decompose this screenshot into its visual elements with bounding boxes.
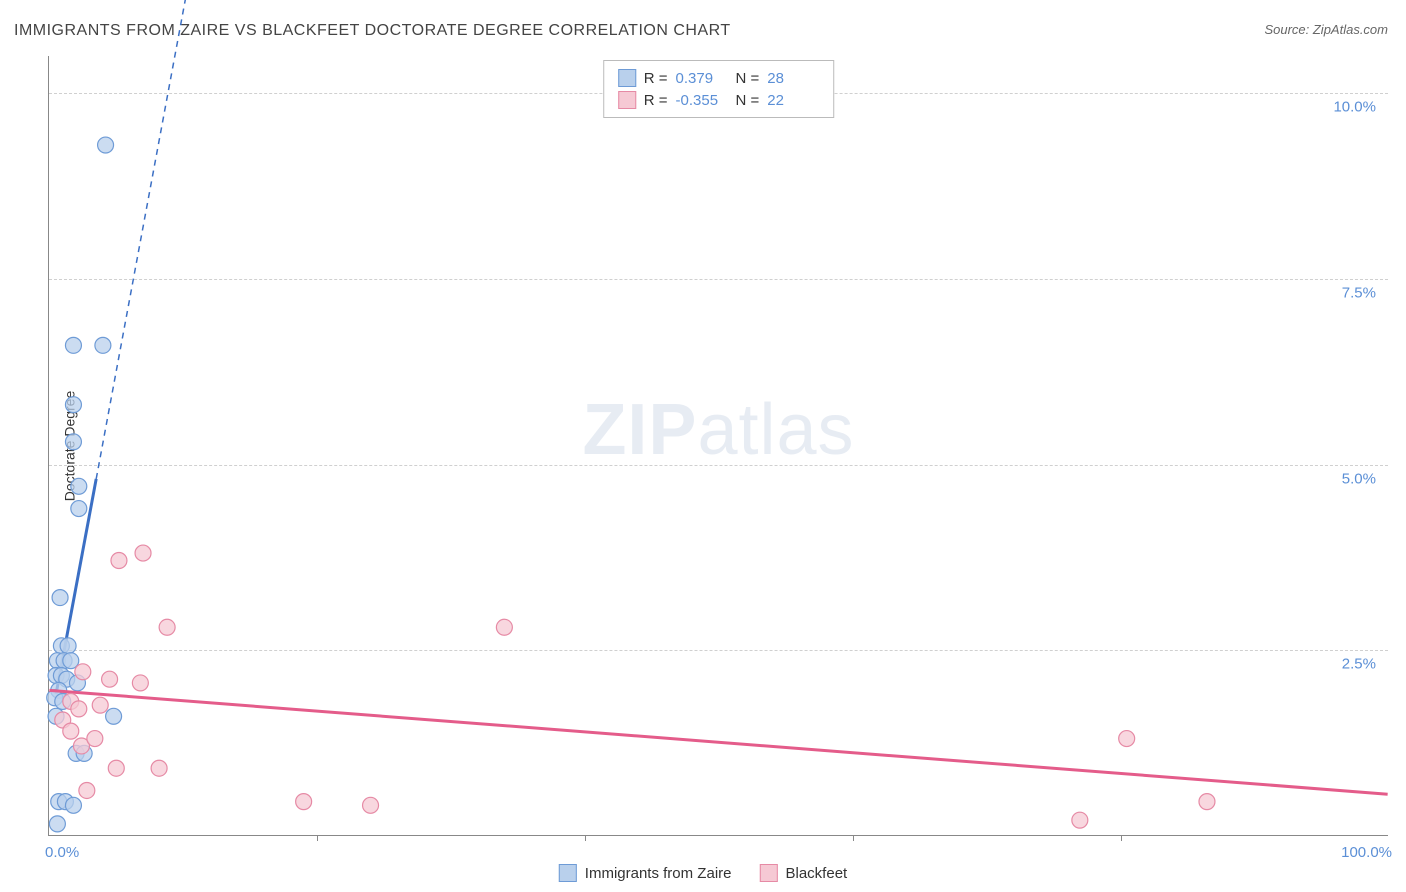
x-tick-max: 100.0% — [1341, 844, 1392, 861]
data-point — [135, 545, 151, 561]
swatch-zaire — [618, 69, 636, 87]
series-legend: Immigrants from Zaire Blackfeet — [559, 864, 847, 882]
data-point — [65, 337, 81, 353]
r-value-blackfeet: -0.355 — [676, 92, 728, 109]
n-value-blackfeet: 22 — [767, 92, 819, 109]
chart-title: IMMIGRANTS FROM ZAIRE VS BLACKFEET DOCTO… — [14, 22, 731, 40]
data-point — [296, 794, 312, 810]
data-point — [79, 782, 95, 798]
data-point — [71, 501, 87, 517]
r-label-blackfeet: R = — [644, 92, 668, 109]
trend-line-extrapolated — [96, 0, 230, 479]
data-point — [52, 590, 68, 606]
n-label-blackfeet: N = — [736, 92, 760, 109]
x-tick — [853, 835, 854, 841]
data-point — [92, 697, 108, 713]
data-point — [65, 397, 81, 413]
data-point — [87, 731, 103, 747]
correlation-legend: R = 0.379 N = 28 R = -0.355 N = 22 — [603, 60, 835, 118]
data-point — [1072, 812, 1088, 828]
swatch-blackfeet-bottom — [760, 864, 778, 882]
data-point — [49, 816, 65, 832]
data-point — [60, 638, 76, 654]
swatch-zaire-bottom — [559, 864, 577, 882]
data-point — [496, 619, 512, 635]
data-point — [102, 671, 118, 687]
r-label-zaire: R = — [644, 70, 668, 87]
n-value-zaire: 28 — [767, 70, 819, 87]
source-attribution: Source: ZipAtlas.com — [1264, 22, 1388, 37]
data-point — [132, 675, 148, 691]
data-point — [108, 760, 124, 776]
r-value-zaire: 0.379 — [676, 70, 728, 87]
data-point — [1119, 731, 1135, 747]
legend-label-blackfeet: Blackfeet — [786, 865, 848, 882]
data-point — [151, 760, 167, 776]
trend-line — [49, 690, 1387, 794]
data-point — [71, 478, 87, 494]
data-point — [106, 708, 122, 724]
data-point — [1199, 794, 1215, 810]
legend-row-zaire: R = 0.379 N = 28 — [618, 67, 820, 89]
source-prefix: Source: — [1264, 22, 1312, 37]
legend-row-blackfeet: R = -0.355 N = 22 — [618, 89, 820, 111]
x-tick-min: 0.0% — [45, 844, 79, 861]
x-tick — [317, 835, 318, 841]
x-tick — [585, 835, 586, 841]
data-point — [75, 664, 91, 680]
x-tick — [1121, 835, 1122, 841]
chart-svg — [49, 56, 1388, 835]
data-point — [65, 434, 81, 450]
swatch-blackfeet — [618, 91, 636, 109]
data-point — [363, 797, 379, 813]
source-name: ZipAtlas.com — [1313, 22, 1388, 37]
data-point — [65, 797, 81, 813]
legend-label-zaire: Immigrants from Zaire — [585, 865, 732, 882]
legend-item-zaire: Immigrants from Zaire — [559, 864, 732, 882]
plot-area: ZIPatlas R = 0.379 N = 28 R = -0.355 N =… — [48, 56, 1388, 836]
data-point — [63, 723, 79, 739]
legend-item-blackfeet: Blackfeet — [760, 864, 848, 882]
data-point — [71, 701, 87, 717]
data-point — [95, 337, 111, 353]
data-point — [111, 553, 127, 569]
data-point — [98, 137, 114, 153]
n-label-zaire: N = — [736, 70, 760, 87]
data-point — [159, 619, 175, 635]
